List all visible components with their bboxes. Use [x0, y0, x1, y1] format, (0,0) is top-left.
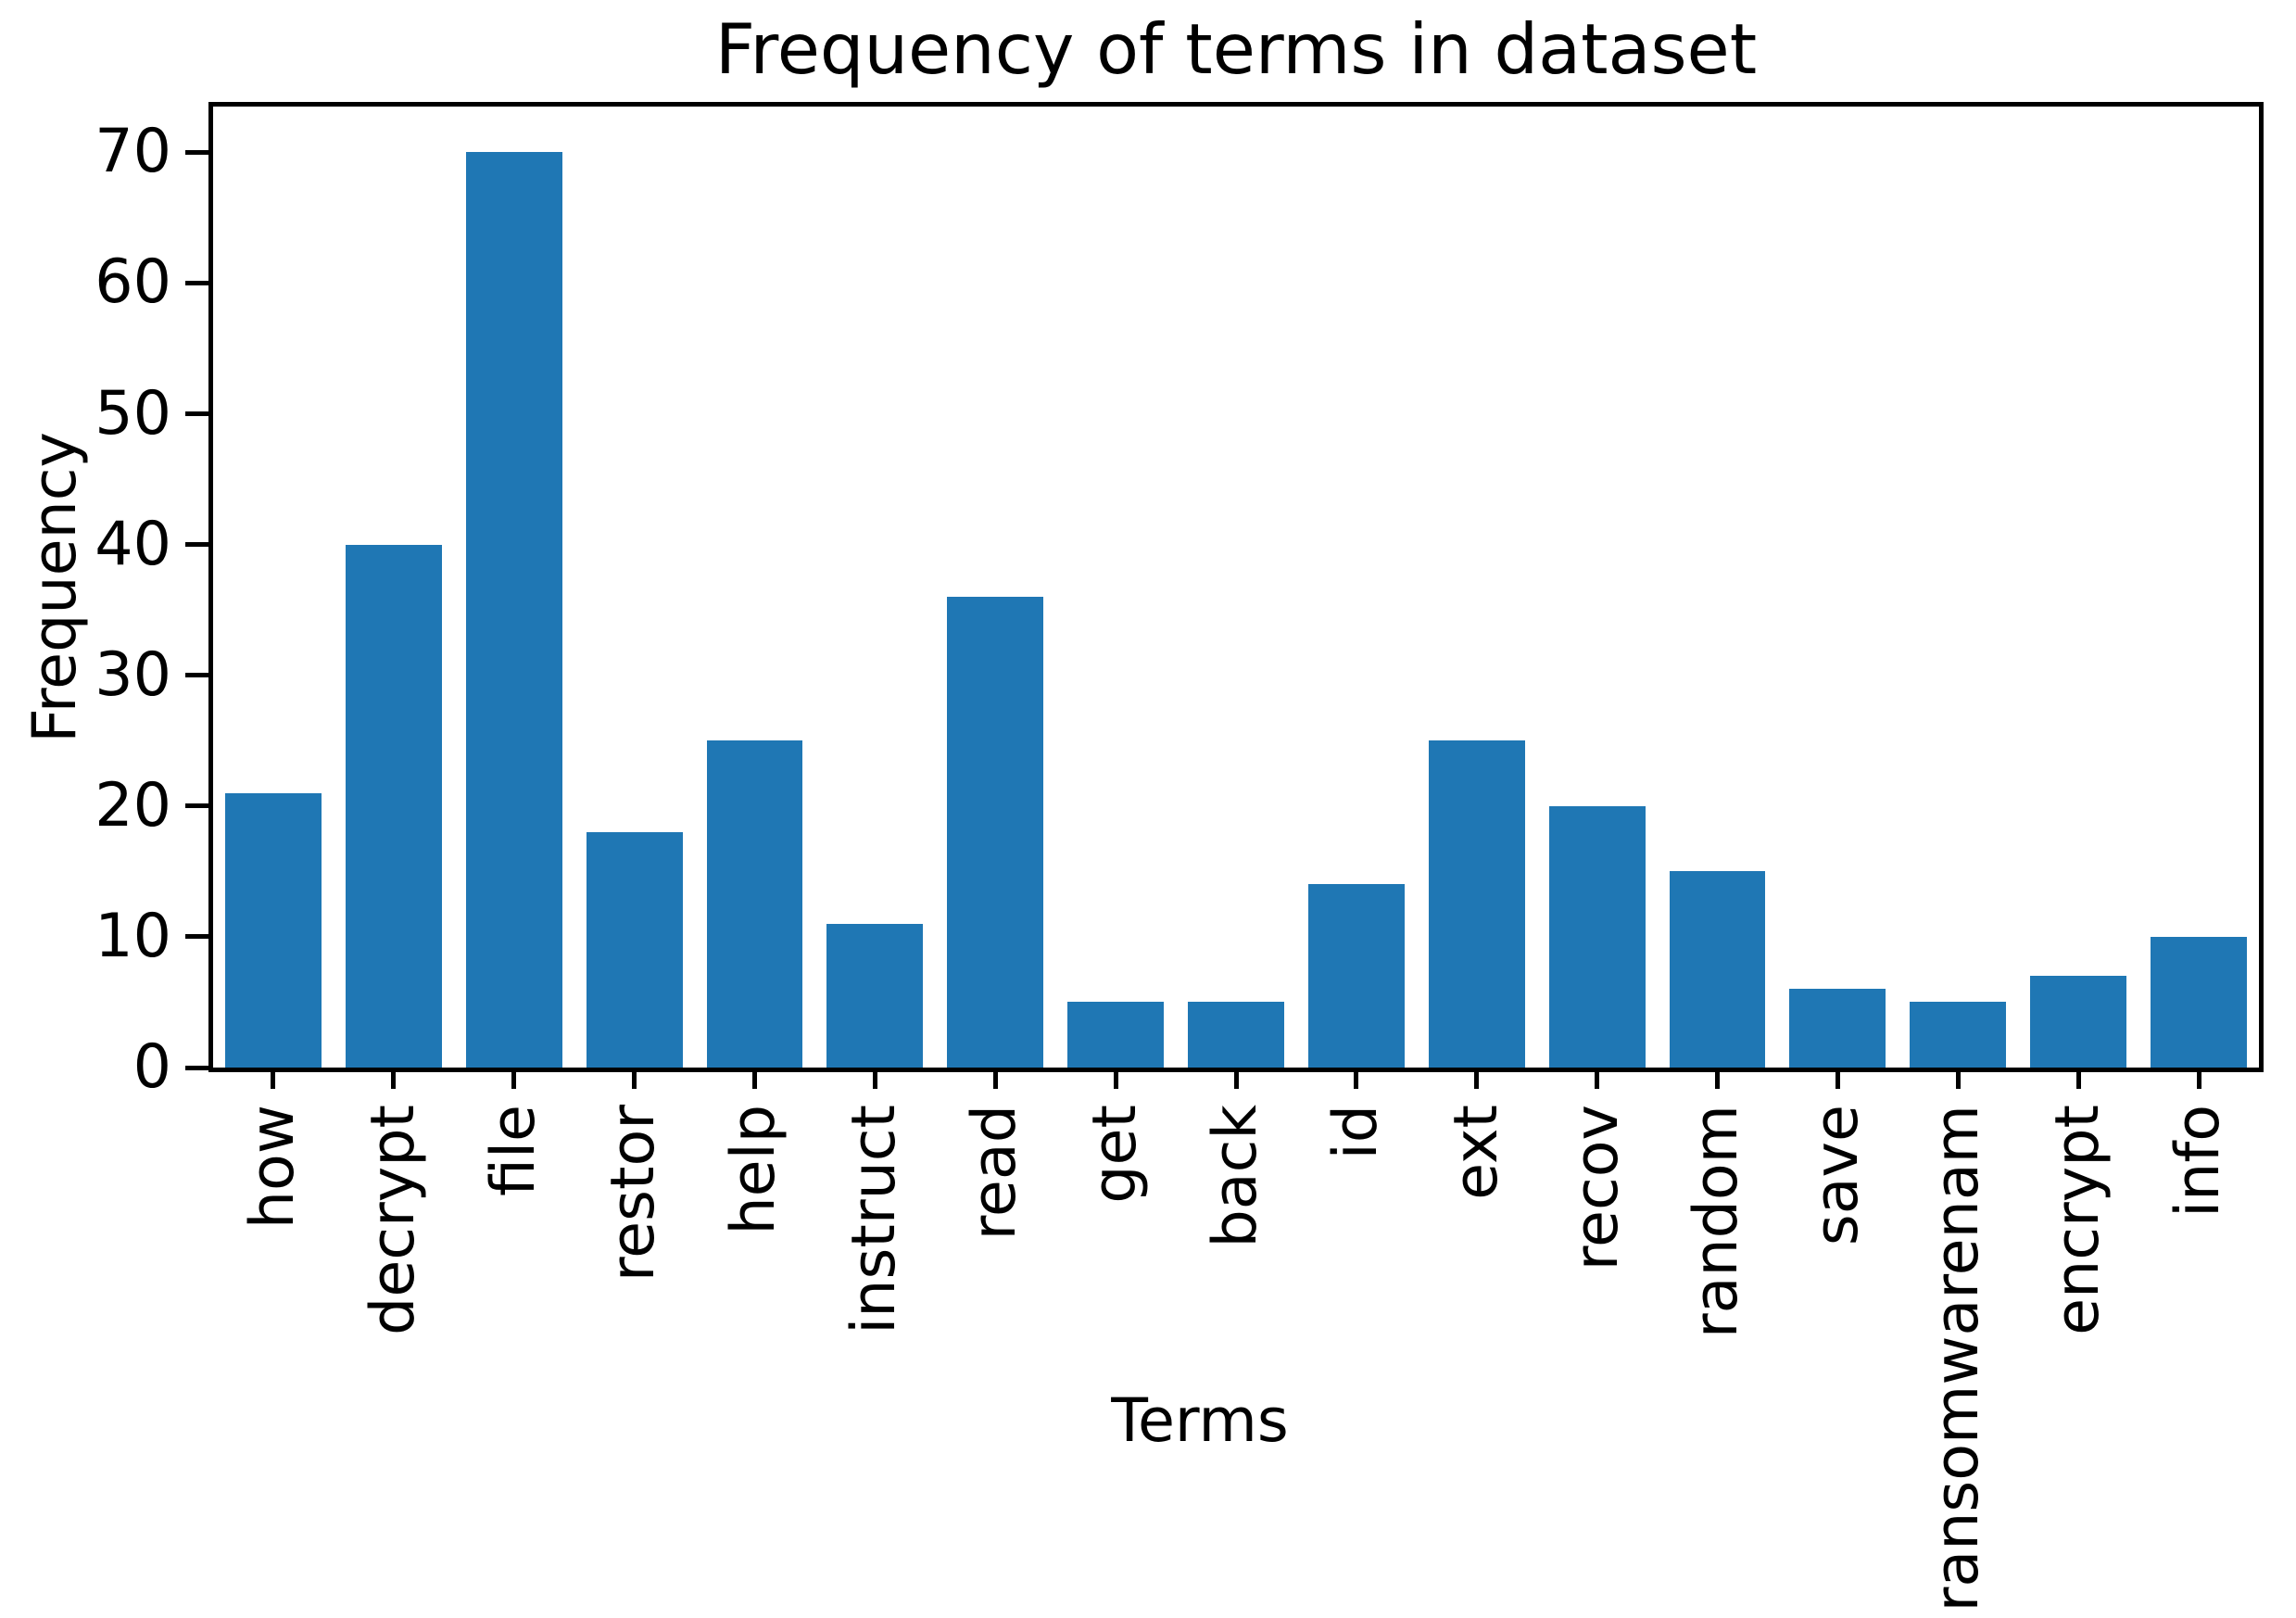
x-tick-label-container: file [470, 1105, 559, 1196]
x-tick-label-container: decrypt [349, 1105, 438, 1335]
x-tick-label-container: info [2154, 1105, 2243, 1218]
x-tick [1955, 1068, 1961, 1089]
bar-help [706, 740, 803, 1068]
x-tick [391, 1068, 397, 1089]
y-tick [185, 542, 208, 548]
x-tick-label: read [960, 1105, 1030, 1241]
x-tick-label-container: get [1071, 1105, 1160, 1204]
y-tick-label: 70 [95, 117, 171, 187]
x-tick [1354, 1068, 1359, 1089]
bar-back [1188, 1002, 1284, 1068]
x-tick-label-container: restor [590, 1105, 679, 1282]
bar-get [1067, 1002, 1165, 1068]
x-tick-label: recov [1561, 1105, 1632, 1271]
x-tick-label-container: recov [1553, 1105, 1642, 1270]
x-tick-label: random [1682, 1105, 1752, 1339]
plot-area [208, 102, 2264, 1072]
y-tick [185, 149, 208, 155]
y-tick-label: 30 [95, 639, 171, 710]
bar-encrypt [2030, 976, 2127, 1068]
x-tick-label: back [1200, 1105, 1270, 1248]
x-tick [751, 1068, 757, 1089]
x-tick-label: help [719, 1105, 789, 1235]
x-tick [1595, 1068, 1600, 1089]
x-tick-label: ext [1441, 1105, 1511, 1200]
y-tick [185, 803, 208, 809]
bar-file [465, 152, 562, 1068]
bar-how [224, 792, 322, 1068]
y-tick-label: 50 [95, 378, 171, 449]
x-tick [1233, 1068, 1239, 1089]
y-tick-label: 20 [95, 770, 171, 841]
x-tick-label: restor [599, 1105, 669, 1283]
chart-title: Frequency of terms in dataset [714, 8, 1758, 90]
bar-restor [586, 832, 683, 1068]
x-tick-label: id [1320, 1105, 1391, 1160]
y-tick-label: 0 [132, 1032, 171, 1102]
x-tick-label-container: encrypt [2034, 1105, 2123, 1335]
y-tick [185, 280, 208, 285]
x-tick [2196, 1068, 2201, 1089]
y-tick [185, 1065, 208, 1070]
x-axis-label: Terms [1111, 1386, 1289, 1456]
bar-save [1789, 989, 1886, 1068]
x-tick-label: instruct [839, 1105, 910, 1334]
x-tick-label: get [1079, 1105, 1150, 1204]
y-tick-label: 10 [95, 901, 171, 971]
bar-id [1307, 884, 1405, 1068]
x-tick [1835, 1068, 1840, 1089]
x-tick-label-container: save [1793, 1105, 1882, 1245]
y-tick [185, 934, 208, 940]
bar-ransomwarenam [1910, 1002, 2007, 1068]
x-tick-label: ransomwarenam [1923, 1105, 1993, 1612]
x-tick-label: decrypt [358, 1105, 428, 1335]
x-tick [271, 1068, 276, 1089]
bar-info [2151, 936, 2247, 1068]
bar-recov [1548, 805, 1646, 1068]
x-tick-label: how [237, 1105, 308, 1230]
bar-instruct [826, 923, 924, 1068]
x-tick-label: file [478, 1105, 549, 1196]
y-tick-label: 60 [95, 247, 171, 318]
x-tick [511, 1068, 517, 1089]
x-tick-label: save [1802, 1105, 1873, 1246]
x-tick-label: info [2163, 1105, 2233, 1218]
x-tick [1113, 1068, 1118, 1089]
x-tick-label-container: ext [1432, 1105, 1521, 1200]
x-tick-label-container: how [229, 1105, 318, 1229]
bar-random [1669, 871, 1766, 1068]
x-tick [2075, 1068, 2081, 1089]
bar-decrypt [345, 544, 442, 1068]
x-tick-label-container: help [710, 1105, 799, 1235]
bar-ext [1428, 740, 1525, 1068]
y-tick [185, 411, 208, 417]
x-tick-label-container: read [951, 1105, 1040, 1240]
x-tick-label-container: random [1673, 1105, 1762, 1338]
x-tick [992, 1068, 998, 1089]
x-tick-label: encrypt [2043, 1105, 2113, 1335]
y-tick-label: 40 [95, 509, 171, 579]
bar-read [947, 597, 1044, 1068]
x-tick-label-container: back [1192, 1105, 1280, 1247]
x-tick [632, 1068, 637, 1089]
y-tick [185, 673, 208, 678]
x-tick [872, 1068, 877, 1089]
x-tick-label-container: instruct [830, 1105, 919, 1334]
x-tick [1715, 1068, 1721, 1089]
x-tick-label-container: id [1312, 1105, 1401, 1159]
x-tick-label-container: ransomwarenam [1913, 1105, 2002, 1612]
bars-layer [213, 107, 2259, 1068]
x-tick [1474, 1068, 1480, 1089]
